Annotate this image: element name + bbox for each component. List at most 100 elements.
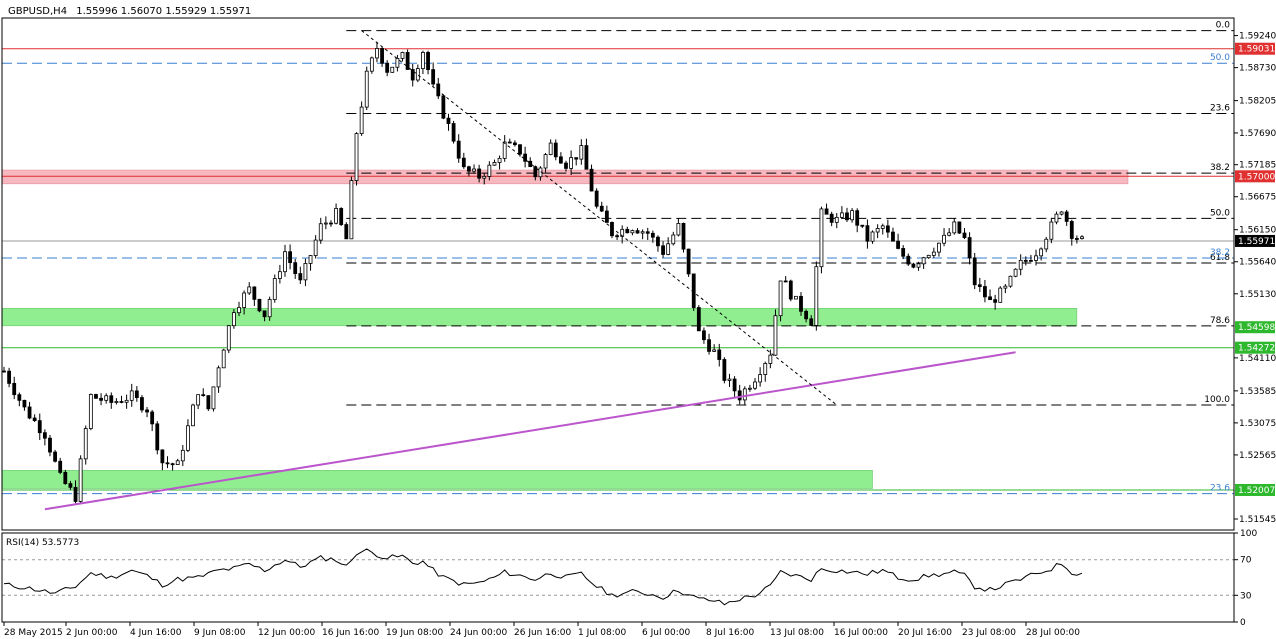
- price-tag: [1235, 321, 1275, 334]
- candle-body: [829, 213, 834, 223]
- candle-body: [543, 154, 548, 169]
- candle-body: [1013, 268, 1018, 277]
- y-tick-label: 1.53075: [1239, 419, 1276, 429]
- candle-body: [645, 231, 650, 234]
- candle-body: [584, 145, 589, 170]
- candle-body: [625, 228, 630, 234]
- candle-body: [68, 483, 73, 488]
- candle-body: [696, 307, 701, 332]
- candle-body: [22, 399, 27, 408]
- price-tag-label: 1.55971: [1238, 237, 1275, 247]
- y-tick-label: 1.57185: [1239, 161, 1276, 171]
- candle-body: [722, 359, 727, 381]
- candle-body: [323, 222, 328, 225]
- candle-body: [206, 395, 211, 410]
- price-tag-label: 1.57000: [1238, 172, 1275, 182]
- candle-body: [579, 145, 584, 160]
- candle-body: [487, 164, 492, 177]
- candle-body: [548, 142, 553, 155]
- candle-body: [155, 423, 160, 451]
- candle-body: [937, 242, 941, 253]
- candle-body: [334, 208, 338, 224]
- candle-body: [27, 406, 32, 419]
- candle-body: [906, 255, 911, 265]
- candle-body: [737, 390, 742, 401]
- candle-body: [461, 157, 466, 168]
- candle-body: [150, 411, 155, 425]
- candle-body: [134, 390, 139, 398]
- candle-body: [763, 363, 768, 375]
- rsi-tick-label: 70: [1240, 556, 1252, 566]
- y-tick-label: 1.53585: [1239, 387, 1276, 397]
- candle-body: [911, 263, 916, 268]
- candle-body: [824, 208, 829, 215]
- candle-body: [339, 208, 344, 225]
- candle-body: [42, 432, 47, 439]
- candle-body: [681, 223, 686, 250]
- candle-body: [369, 57, 374, 72]
- candle-body: [656, 236, 660, 247]
- x-tick-label: 6 Jul 00:00: [642, 628, 691, 638]
- candle-body: [482, 175, 487, 179]
- candles: [2, 41, 1084, 504]
- candle-body: [1044, 238, 1049, 250]
- candle-body: [993, 299, 998, 303]
- x-tick-label: 19 Jun 08:00: [386, 628, 443, 638]
- candle-body: [53, 451, 57, 462]
- symbol-name: GBPUSD,H4: [8, 6, 67, 17]
- candle-body: [247, 286, 252, 294]
- candle-body: [977, 284, 982, 287]
- fib-blue-label: 50.0: [1210, 53, 1230, 63]
- horizontal-lines: [2, 48, 1234, 491]
- fib-blue-label: 38.2: [1210, 248, 1230, 258]
- y-tick-label: 1.58730: [1239, 64, 1276, 74]
- candle-body: [140, 397, 144, 411]
- candle-body: [589, 168, 594, 192]
- candle-body: [267, 299, 272, 318]
- candle-body: [405, 52, 410, 70]
- candle-body: [804, 310, 809, 320]
- candle-body: [288, 251, 293, 264]
- price-tag: [1235, 234, 1275, 247]
- candle-body: [385, 62, 390, 73]
- candle-body: [1034, 255, 1038, 261]
- x-tick-label: 16 Jun 16:00: [322, 628, 379, 638]
- candle-body: [717, 349, 722, 360]
- rsi-label: RSI(14) 53.5773: [6, 538, 79, 548]
- candle-body: [702, 330, 706, 341]
- candle-body: [533, 166, 538, 178]
- candle-body: [180, 449, 185, 462]
- rsi-tick-label: 100: [1240, 529, 1257, 539]
- candle-body: [308, 255, 313, 264]
- candle-body: [1039, 248, 1044, 257]
- candle-body: [901, 248, 906, 257]
- candle-body: [354, 133, 359, 181]
- price-frame: [1, 17, 1235, 531]
- candle-body: [272, 278, 277, 300]
- candle-body: [630, 230, 635, 234]
- candle-body: [962, 232, 967, 238]
- candle-body: [957, 221, 962, 234]
- y-tick-label: 1.57690: [1239, 129, 1276, 139]
- candle-body: [298, 273, 303, 281]
- candle-body: [364, 70, 369, 108]
- candle-body: [1018, 259, 1023, 270]
- candle-body: [1069, 221, 1074, 239]
- candle-body: [237, 307, 241, 314]
- candle-body: [850, 210, 854, 221]
- candle-body: [17, 394, 22, 401]
- candle-body: [492, 162, 497, 166]
- candle-body: [170, 463, 175, 466]
- candle-body: [211, 386, 216, 410]
- candle-body: [329, 222, 333, 225]
- y-tick-label: 1.52565: [1239, 451, 1276, 461]
- candle-body: [232, 312, 236, 327]
- candle-body: [553, 142, 558, 158]
- x-tick-label: 13 Jul 08:00: [770, 628, 824, 638]
- candle-body: [216, 367, 221, 388]
- trendline: [44, 351, 1016, 511]
- candle-body: [502, 141, 507, 159]
- candle-body: [972, 257, 977, 286]
- candle-body: [558, 156, 563, 164]
- candle-body: [421, 52, 425, 69]
